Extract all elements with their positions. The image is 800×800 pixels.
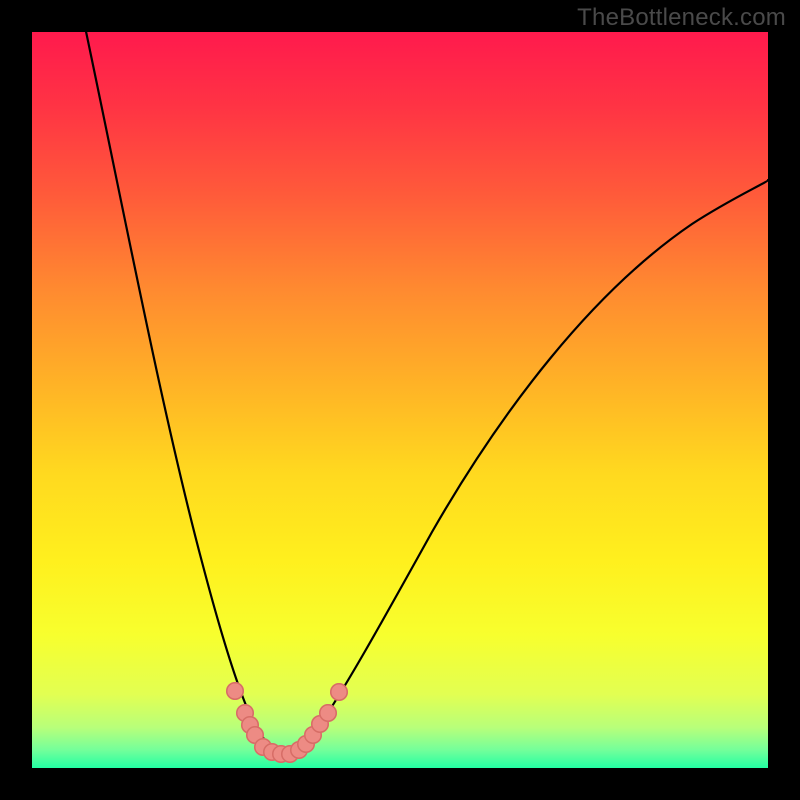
plot-area bbox=[32, 32, 768, 768]
curve-right bbox=[290, 180, 768, 752]
watermark-text: TheBottleneck.com bbox=[577, 4, 786, 32]
curve-layer bbox=[32, 32, 768, 768]
valley-dot bbox=[226, 682, 244, 700]
valley-dot bbox=[319, 704, 337, 722]
curve-left bbox=[84, 32, 279, 752]
chart-canvas: TheBottleneck.com bbox=[0, 0, 800, 800]
valley-dot bbox=[330, 683, 348, 701]
